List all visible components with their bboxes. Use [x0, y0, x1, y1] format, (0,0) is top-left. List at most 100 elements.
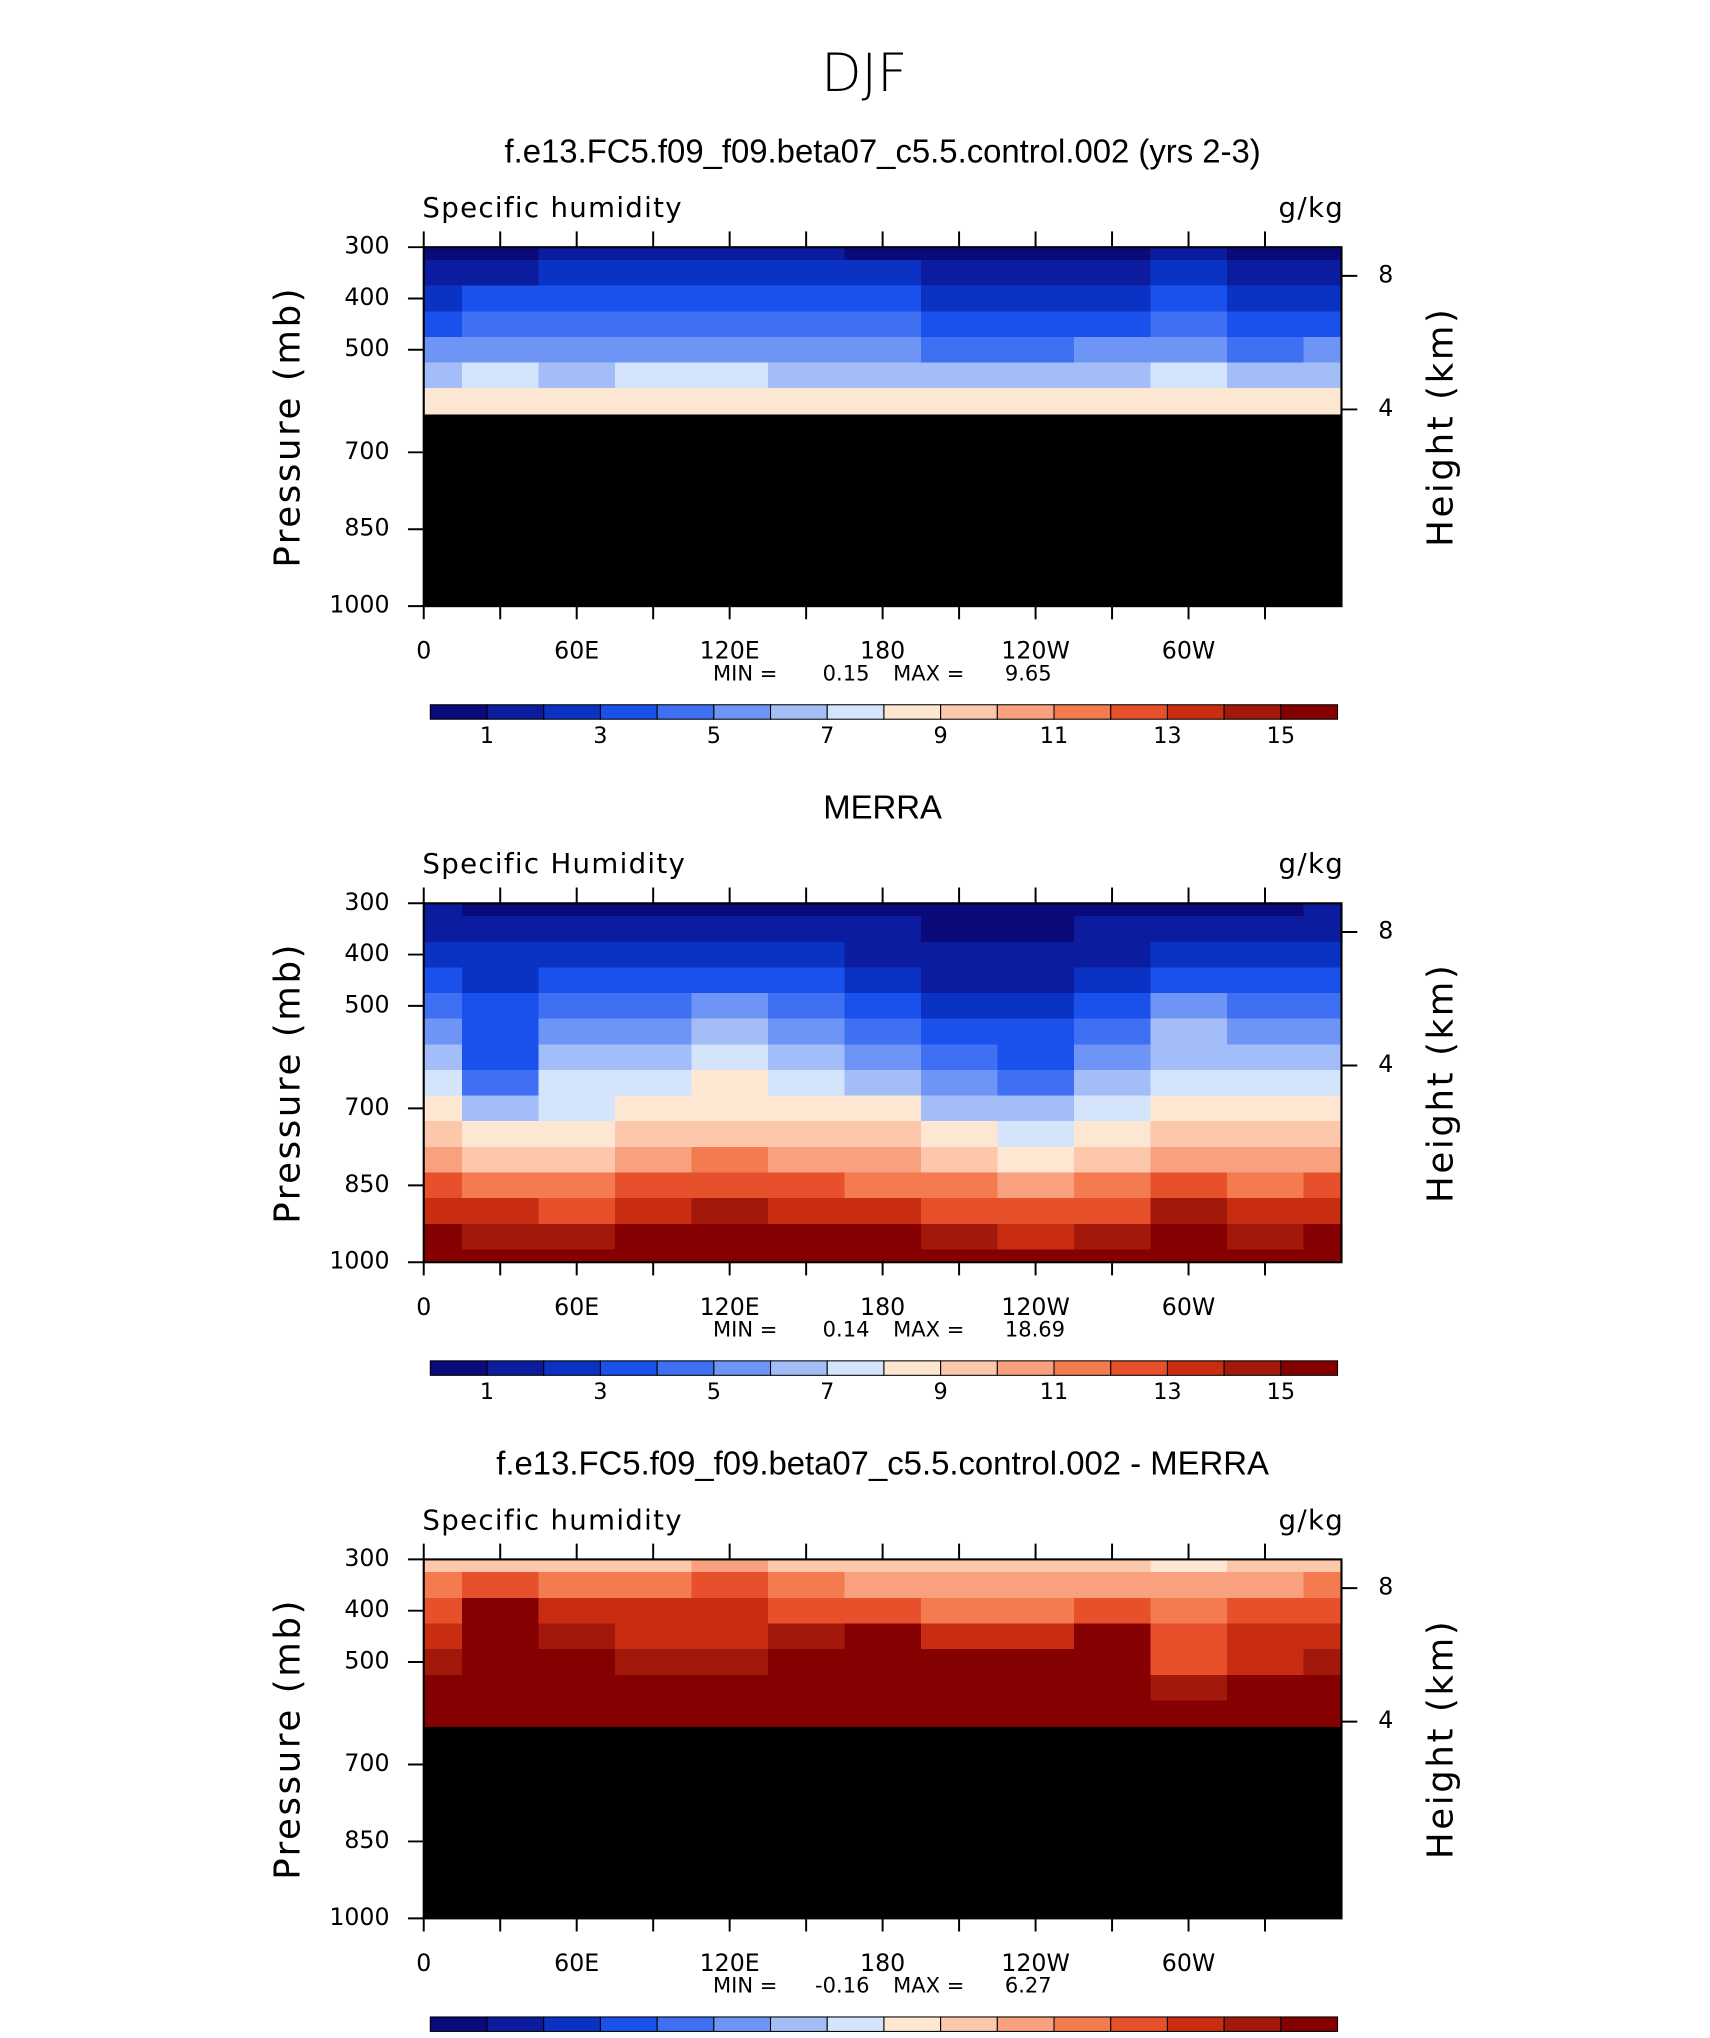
colorbar-box	[940, 1360, 998, 1376]
contour-cell	[1073, 247, 1152, 261]
contour-cell	[691, 916, 769, 943]
contour-cell	[920, 247, 999, 261]
colorbar-box	[826, 704, 885, 720]
contour-cell	[920, 388, 999, 415]
contour-cell	[538, 1249, 616, 1264]
contour-cell	[1073, 1249, 1152, 1264]
contour-cell	[423, 1249, 463, 1264]
contour-cell	[614, 1198, 693, 1225]
contour-cell	[614, 1623, 693, 1650]
contour-cell	[844, 362, 922, 389]
colorbar-box	[543, 1360, 601, 1376]
contour-cell	[920, 1223, 999, 1251]
contour-cell	[1303, 1044, 1343, 1071]
colorbar-box	[486, 704, 545, 720]
contour-cell	[997, 1069, 1075, 1097]
contour-cell	[538, 362, 616, 389]
contour-cell	[538, 1069, 616, 1097]
contour-cell	[1073, 1069, 1152, 1097]
contour-cell	[691, 1069, 769, 1097]
contour-cell	[1073, 993, 1152, 1020]
contour-cell	[767, 993, 846, 1020]
contour-cell	[920, 1018, 999, 1046]
contour-cell	[767, 1044, 846, 1071]
contour-cell	[997, 993, 1075, 1020]
colorbar-label: 1.5	[1206, 2035, 1242, 2038]
contour-cell	[614, 1559, 693, 1574]
contour-cell	[1226, 1623, 1305, 1650]
contour-cell	[461, 903, 540, 917]
contour-cell	[538, 1198, 616, 1225]
contour-cell	[767, 1146, 846, 1174]
contour-cell	[844, 903, 922, 917]
x-tick-label: 120E	[700, 637, 760, 665]
contour-cell	[538, 1597, 616, 1625]
contour-cell	[844, 916, 922, 943]
contour-cell	[844, 993, 922, 1020]
colorbar-label: 11	[1040, 1379, 1068, 1405]
contour-cell	[691, 967, 769, 994]
colorbar-box	[486, 2016, 545, 2032]
x-tick-label: 120E	[700, 1949, 760, 1977]
contour-cell	[920, 1121, 999, 1148]
contour-cell	[423, 1700, 463, 1727]
contour-cell	[920, 1095, 999, 1123]
contour-cell	[423, 1069, 463, 1097]
contour-cell	[844, 1623, 922, 1650]
contour-cell	[538, 285, 616, 313]
contour-cell	[1303, 1559, 1343, 1574]
contour-cell	[1226, 1044, 1305, 1071]
contour-cell	[1073, 1198, 1152, 1225]
contour-cell	[1303, 311, 1343, 338]
contour-cell	[920, 362, 999, 389]
y-tick-label: 850	[344, 1170, 389, 1198]
contour-cell	[997, 1649, 1075, 1676]
contour-cell	[1226, 336, 1305, 364]
contour-cell	[1226, 247, 1305, 261]
stat-value: 0.14	[823, 1317, 870, 1342]
contour-cell	[423, 285, 463, 313]
contour-cell	[1150, 336, 1228, 364]
contour-cell	[767, 1572, 846, 1599]
contour-cell	[461, 916, 540, 943]
colorbar-box	[883, 2016, 942, 2032]
contour-cell	[691, 336, 769, 364]
colorbar-box	[996, 1360, 1055, 1376]
contour-cell	[1226, 916, 1305, 943]
stat-label: MAX =	[893, 1973, 964, 1998]
colorbar-box	[769, 2016, 828, 2032]
contour-cell	[1073, 1044, 1152, 1071]
contour-cell	[997, 967, 1075, 994]
colorbar-box	[940, 704, 998, 720]
contour-cell	[844, 1146, 922, 1174]
colorbar-box	[543, 2016, 601, 2032]
x-tick-label: 120E	[700, 1293, 760, 1321]
contour-cell	[1226, 1223, 1305, 1251]
y-tick-label: 500	[344, 990, 389, 1018]
colorbar-label: -0.3	[749, 2035, 793, 2038]
panel-title: f.e13.FC5.f09_f09.beta07_c5.5.control.00…	[505, 133, 1261, 170]
colorbar-label: 9	[934, 1379, 948, 1405]
colorbar-box	[883, 1360, 942, 1376]
contour-cell	[614, 1069, 693, 1097]
x-tick-label: 120W	[1001, 1949, 1070, 1977]
contour-cell	[997, 1018, 1075, 1046]
contour-cell	[1226, 1095, 1305, 1123]
colorbar-box	[1280, 1360, 1339, 1376]
x-tick-label: 60W	[1162, 1293, 1215, 1321]
contour-cell	[1226, 285, 1305, 313]
contour-cell	[1226, 1674, 1305, 1702]
contour-cell	[461, 336, 540, 364]
contour-cell	[920, 941, 999, 969]
contour-cell	[920, 311, 999, 338]
contour-cell	[1150, 916, 1228, 943]
contour-cell	[691, 1198, 769, 1225]
contour-cell	[614, 1095, 693, 1123]
colorbar-box	[1223, 704, 1282, 720]
contour-cell	[691, 285, 769, 313]
colorbar-label: -1.5	[522, 2035, 566, 2038]
contour-cell	[767, 1172, 846, 1199]
y-axis-label: Pressure (mb)	[268, 942, 309, 1224]
contour-cell	[614, 993, 693, 1020]
contour-cell	[844, 1121, 922, 1148]
